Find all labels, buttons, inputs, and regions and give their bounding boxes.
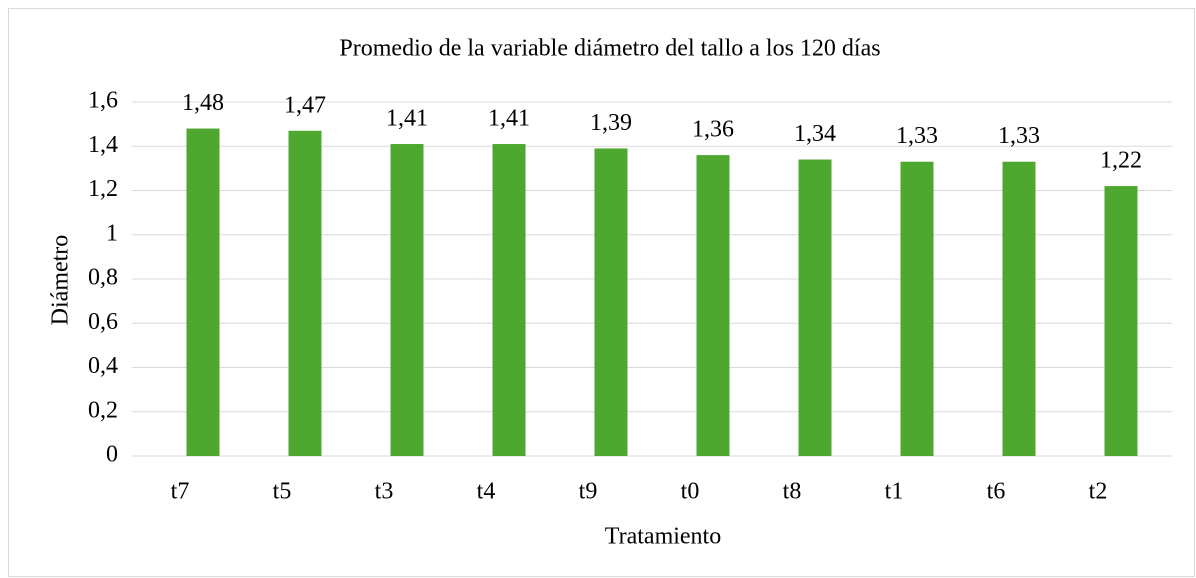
bar <box>594 148 628 456</box>
y-tick-label: 0,4 <box>88 353 118 379</box>
bar <box>1104 186 1138 456</box>
y-tick-label: 0,8 <box>88 265 118 291</box>
value-label: 1,36 <box>692 117 734 143</box>
x-axis-title: Tratamiento <box>605 524 721 550</box>
x-tick-label: t0 <box>681 479 700 505</box>
value-label: 1,41 <box>488 106 530 132</box>
y-tick-label: 0,6 <box>88 309 118 335</box>
y-tick-label: 0,2 <box>88 397 118 423</box>
bar <box>288 130 322 456</box>
value-label: 1,48 <box>182 90 224 116</box>
bar <box>798 159 832 456</box>
bar <box>492 144 526 456</box>
value-label: 1,22 <box>1100 148 1142 174</box>
x-tick-label: t7 <box>171 479 190 505</box>
x-tick-label: t9 <box>579 479 598 505</box>
value-label: 1,34 <box>794 121 836 147</box>
y-tick-label: 0 <box>106 442 118 468</box>
bar <box>390 144 424 456</box>
bar <box>696 155 730 456</box>
value-label: 1,33 <box>896 123 938 149</box>
value-label: 1,41 <box>386 106 428 132</box>
y-tick-label: 1,4 <box>88 132 118 158</box>
bar <box>900 161 934 457</box>
y-axis-title: Diámetro <box>48 235 74 326</box>
bar <box>186 128 220 457</box>
x-tick-label: t4 <box>477 479 496 505</box>
value-label: 1,39 <box>590 110 632 136</box>
y-tick-label: 1,6 <box>88 88 118 114</box>
bar <box>1002 161 1036 457</box>
x-tick-label: t5 <box>273 479 292 505</box>
y-tick-label: 1,2 <box>88 176 118 202</box>
x-tick-label: t6 <box>987 479 1006 505</box>
value-label: 1,47 <box>284 92 326 118</box>
chart-title: Promedio de la variable diámetro del tal… <box>339 36 880 62</box>
x-tick-label: t1 <box>885 479 904 505</box>
value-label: 1,33 <box>998 123 1040 149</box>
x-tick-label: t8 <box>783 479 802 505</box>
x-tick-label: t2 <box>1089 479 1108 505</box>
x-tick-label: t3 <box>375 479 394 505</box>
y-tick-label: 1 <box>106 220 118 246</box>
